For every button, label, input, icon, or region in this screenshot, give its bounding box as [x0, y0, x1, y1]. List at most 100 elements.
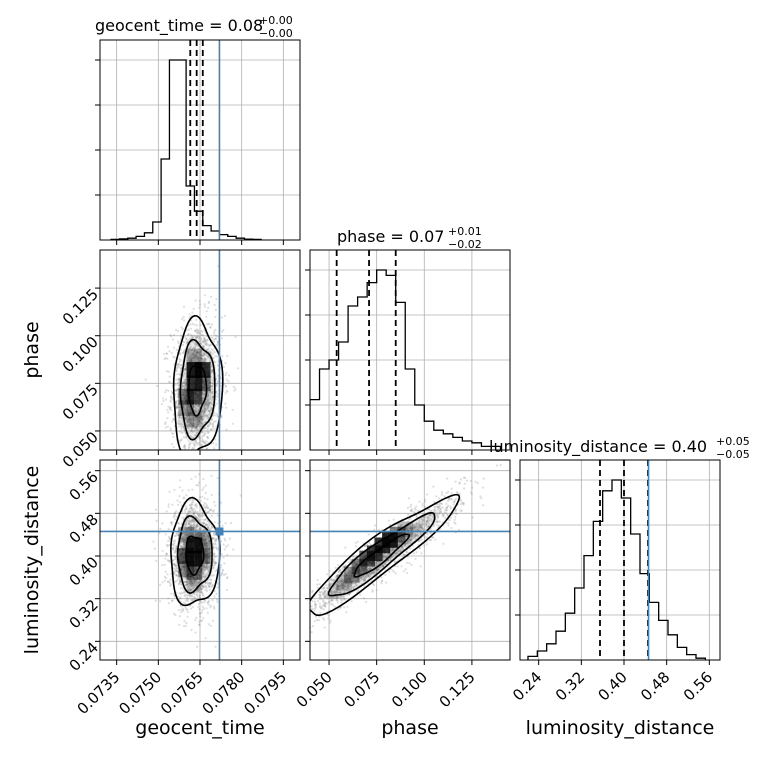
sample-point [171, 397, 174, 400]
sample-point [178, 414, 181, 417]
sample-point [190, 429, 193, 432]
sample-point [174, 549, 178, 552]
sample-point [482, 477, 485, 480]
sample-point [200, 619, 203, 622]
panel-geocent-time-vs-phase-contour-1 [179, 338, 216, 441]
sample-point [172, 543, 175, 546]
sample-point [203, 521, 206, 524]
sample-point [354, 565, 358, 568]
panel-phase-vs-luminosity-distance-marks [310, 463, 510, 634]
sample-point [180, 367, 183, 370]
sample-point [171, 554, 174, 558]
sample-point [342, 581, 345, 585]
sample-point [173, 563, 176, 566]
sample-point [201, 431, 204, 434]
sample-point [224, 572, 227, 576]
sample-point [195, 581, 198, 584]
sample-point [184, 573, 187, 576]
sample-point [193, 577, 196, 580]
sample-point [210, 474, 213, 477]
sample-point [197, 404, 200, 407]
sample-point [311, 600, 314, 603]
sample-point [448, 498, 451, 501]
sample-point [203, 357, 206, 360]
sample-point [182, 625, 186, 628]
sample-point [184, 527, 187, 530]
sample-point [178, 360, 181, 363]
sample-point [409, 517, 412, 520]
sample-point [202, 389, 206, 392]
sample-point [199, 600, 203, 603]
sample-point [450, 487, 453, 490]
sample-point [185, 596, 188, 599]
sample-point [199, 533, 203, 537]
sample-point [183, 396, 186, 399]
sample-point [175, 555, 178, 559]
sample-point [202, 344, 205, 347]
sample-point [213, 501, 216, 504]
sample-point [198, 620, 201, 623]
sample-point [205, 523, 208, 526]
sample-point [364, 568, 368, 571]
sample-point [206, 383, 209, 386]
sample-point [185, 359, 188, 362]
sample-point [203, 337, 206, 340]
sample-point [200, 569, 203, 572]
sample-point [187, 412, 190, 415]
sample-point [429, 532, 432, 535]
sample-point [380, 579, 384, 583]
sample-point [368, 541, 371, 545]
sample-point [198, 347, 201, 350]
sample-point [204, 584, 207, 588]
sample-point [206, 441, 209, 444]
sample-point [337, 570, 340, 573]
sample-point [393, 525, 396, 528]
sample-point [351, 579, 354, 582]
sample-point [161, 581, 164, 584]
sample-point [206, 545, 209, 548]
sample-point [189, 593, 192, 596]
sample-point [206, 427, 209, 430]
sample-point [183, 546, 187, 549]
sample-point [202, 534, 205, 537]
sample-point [200, 591, 203, 594]
sample-point [351, 572, 354, 575]
sample-point [220, 316, 224, 319]
sample-point [203, 450, 205, 452]
sample-point [193, 350, 196, 353]
sample-point [204, 403, 207, 406]
sample-point [455, 491, 459, 494]
sample-point [169, 429, 172, 432]
sample-point [185, 419, 188, 422]
sample-point [185, 409, 188, 412]
sample-point [178, 384, 181, 387]
sample-point [159, 583, 162, 587]
sample-point [174, 557, 177, 561]
sample-point [344, 575, 347, 578]
sample-point [341, 584, 344, 587]
sample-point [166, 417, 169, 420]
sample-point [190, 503, 193, 506]
sample-point [210, 365, 213, 368]
sample-point [211, 336, 214, 339]
sample-point [209, 563, 212, 566]
sample-point [208, 388, 211, 391]
sample-point [177, 387, 180, 390]
sample-point [185, 580, 188, 584]
sample-point [413, 528, 417, 532]
sample-point [186, 454, 188, 456]
sample-point [169, 583, 172, 586]
sample-point [205, 563, 208, 567]
sample-point [194, 351, 197, 354]
sample-point [375, 562, 378, 565]
sample-point [191, 471, 193, 473]
sample-point [177, 528, 180, 531]
sample-point [199, 569, 202, 572]
sample-point [216, 586, 219, 589]
sample-point [206, 541, 209, 544]
sample-point [185, 528, 188, 531]
sample-point [212, 349, 215, 352]
sample-point [198, 571, 202, 574]
sample-point [199, 594, 202, 597]
sample-point [196, 528, 199, 531]
